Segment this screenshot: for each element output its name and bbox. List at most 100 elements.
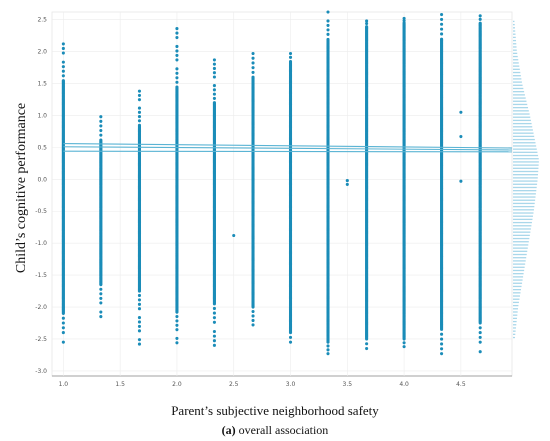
data-point: [440, 332, 444, 336]
marginal-bar: [513, 97, 526, 99]
marginal-bar: [513, 180, 538, 182]
data-point: [175, 328, 179, 332]
marginal-bar: [513, 142, 536, 144]
caption-label: (a): [221, 423, 236, 437]
marginal-bar: [513, 199, 536, 201]
data-point: [175, 341, 179, 345]
regression-line: [63, 150, 513, 153]
marginal-bar: [513, 317, 517, 320]
data-point: [459, 134, 463, 139]
data-point: [440, 352, 444, 356]
data-point: [326, 344, 330, 348]
data-point: [440, 347, 444, 351]
data-point: [212, 101, 216, 105]
x-tick-label: 1.0: [59, 381, 69, 388]
marginal-bar: [513, 103, 528, 106]
data-point: [212, 306, 216, 311]
data-point: [251, 70, 255, 74]
marginal-bar: [513, 285, 522, 288]
data-point: [61, 42, 65, 46]
marginal-bar: [513, 308, 518, 310]
data-point: [212, 339, 216, 343]
marginal-bar: [513, 330, 516, 332]
data-point: [251, 309, 255, 314]
data-point: [212, 92, 216, 96]
data-point: [232, 233, 236, 238]
marginal-bar: [513, 247, 528, 249]
data-point: [175, 58, 179, 62]
data-point: [212, 58, 216, 62]
marginal-bar: [513, 65, 520, 67]
marginal-histogram: [513, 20, 539, 339]
data-point: [61, 51, 65, 55]
x-axis-label: Parent’s subjective neighborhood safety: [171, 403, 379, 418]
data-point: [251, 56, 255, 60]
data-point: [365, 21, 369, 26]
data-point: [61, 321, 65, 325]
data-point: [99, 301, 103, 305]
marginal-bar: [513, 129, 533, 131]
marginal-bar: [513, 221, 532, 224]
data-point: [137, 110, 142, 114]
data-point: [212, 320, 216, 324]
data-point: [326, 23, 330, 27]
data-point: [402, 16, 406, 20]
data-point: [137, 119, 142, 123]
data-point: [326, 32, 330, 36]
marginal-bar: [513, 59, 519, 61]
marginal-bar: [513, 30, 516, 32]
y-tick-label: 1.0: [37, 112, 47, 119]
marginal-bar: [513, 36, 516, 39]
y-tick-label: -2.0: [35, 304, 47, 311]
data-point: [61, 46, 65, 51]
data-point: [478, 335, 482, 339]
marginal-bar: [513, 71, 521, 74]
data-point: [365, 25, 369, 29]
data-point: [99, 128, 103, 133]
marginal-bar: [513, 110, 529, 112]
data-point: [478, 331, 482, 335]
data-point: [137, 320, 142, 324]
data-point: [175, 314, 179, 319]
data-point: [251, 75, 255, 79]
data-point: [288, 51, 293, 56]
marginal-bar: [513, 138, 535, 141]
data-point: [212, 66, 216, 71]
data-point: [175, 323, 179, 327]
marginal-bar: [513, 266, 525, 268]
y-tick-label: 0.0: [37, 176, 47, 183]
data-point: [251, 318, 255, 322]
data-point: [61, 69, 65, 73]
data-point: [440, 17, 444, 21]
marginal-bar: [513, 260, 526, 262]
marginal-bar: [513, 167, 539, 169]
grid: [51, 11, 513, 377]
data-point: [99, 287, 103, 291]
data-point: [99, 115, 103, 119]
marginal-bar: [513, 324, 517, 326]
data-point: [175, 49, 179, 53]
marginal-bar: [513, 55, 518, 58]
data-point: [402, 345, 406, 349]
marginal-bar: [513, 273, 524, 275]
marginal-bar: [513, 196, 536, 198]
data-point: [137, 298, 142, 302]
data-point: [99, 315, 103, 319]
data-point: [212, 88, 216, 92]
x-axis-ticks: 1.0 1.5 2.0 2.5 3.0 3.5 4.0 4.5: [59, 381, 466, 388]
data-point: [288, 340, 293, 344]
regression-line: [63, 143, 513, 149]
x-tick-label: 1.5: [115, 381, 125, 388]
data-point: [175, 53, 179, 57]
data-point: [175, 67, 179, 71]
marginal-bar: [513, 282, 523, 284]
marginal-bar: [513, 49, 517, 51]
marginal-bar: [513, 186, 537, 189]
y-tick-label: 2.5: [37, 17, 47, 24]
marginal-bar: [513, 327, 516, 329]
data-point: [440, 342, 444, 346]
marginal-bar: [513, 244, 529, 246]
data-point: [440, 337, 444, 341]
y-tick-label: -1.0: [35, 240, 47, 247]
data-point: [326, 348, 330, 352]
